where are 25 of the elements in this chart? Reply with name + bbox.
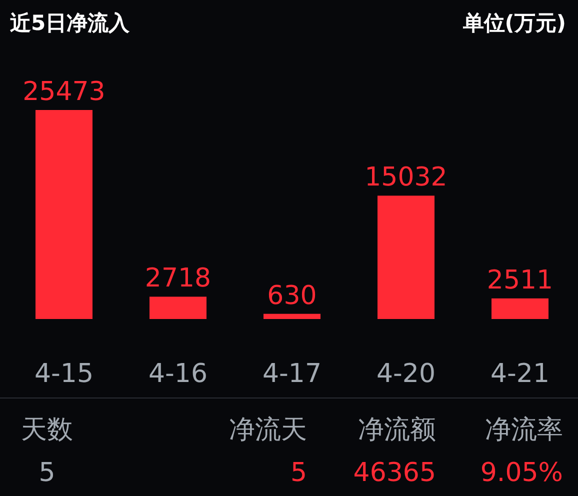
text: 46365	[353, 458, 436, 488]
y-axis-title: 单位(万元)	[462, 11, 566, 35]
x-tick-label: 4-17	[262, 359, 322, 389]
data-label: 2718	[144, 264, 212, 294]
bar	[150, 296, 206, 319]
chart-title: 近5日净流入	[9, 11, 131, 35]
text: 5	[290, 458, 307, 488]
text: 9.05%	[480, 458, 563, 488]
data-label: 15032	[364, 162, 448, 193]
bar	[264, 314, 320, 319]
x-tick-label: 4-21	[490, 359, 550, 389]
text: 天数	[21, 415, 73, 445]
x-tick-label: 4-20	[376, 359, 436, 389]
data-label: 25473	[22, 77, 106, 107]
text: 净流天	[229, 415, 307, 445]
data-label: 2511	[486, 265, 554, 296]
text: 5	[38, 458, 56, 488]
x-tick-label: 4-15	[34, 359, 94, 389]
bar	[36, 110, 92, 319]
text: 净流率	[485, 415, 563, 445]
x-tick-label: 4-16	[148, 359, 208, 389]
bar	[378, 196, 434, 319]
data-label: 630	[267, 280, 317, 311]
text: 净流额	[358, 415, 436, 445]
bar	[492, 298, 548, 319]
